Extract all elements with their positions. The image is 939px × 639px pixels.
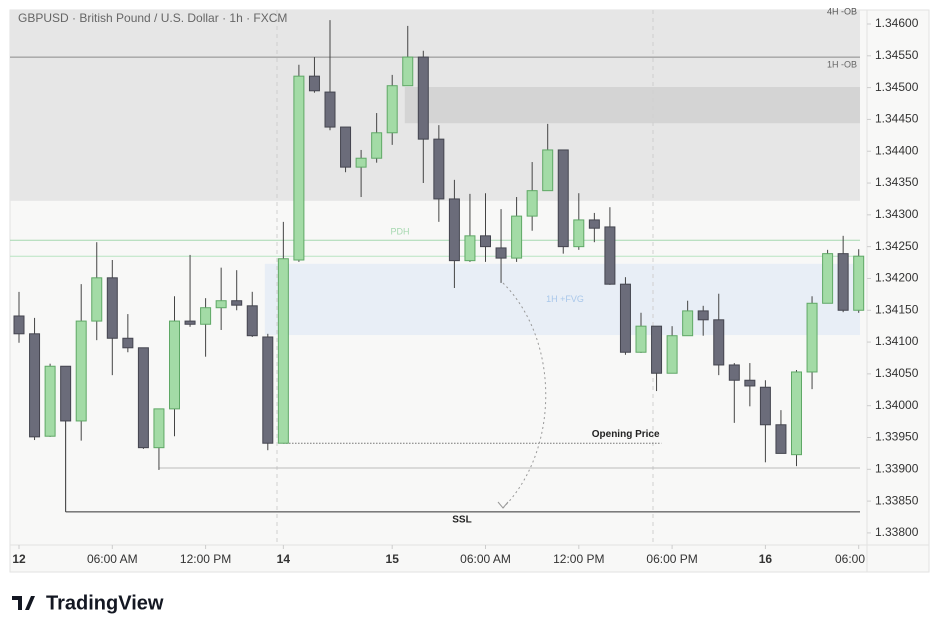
candle-body	[448, 198, 460, 262]
y-tick-label: 1.34250	[875, 239, 919, 253]
candle-body	[635, 325, 647, 353]
y-tick-label: 1.34350	[875, 175, 919, 189]
candle-body	[91, 277, 103, 322]
y-tick-label: 1.34000	[875, 398, 919, 412]
candle-body	[573, 219, 585, 248]
candles	[13, 20, 865, 470]
level-label: 1H -OB	[827, 59, 857, 69]
candle-body	[464, 235, 476, 262]
y-tick-label: 1.34150	[875, 302, 919, 316]
candle-body	[542, 149, 554, 192]
candle-body	[511, 215, 523, 259]
candle-body	[480, 235, 491, 248]
candle-body	[588, 219, 600, 229]
chart-title: GBPUSD · British Pound / U.S. Dollar · 1…	[18, 11, 287, 25]
candle-body	[557, 149, 569, 248]
candle-body	[697, 310, 709, 321]
candle-body	[75, 320, 87, 422]
x-tick-label: 12:00 PM	[553, 552, 604, 566]
y-tick-label: 1.33850	[875, 493, 919, 507]
candle-body	[277, 258, 289, 444]
candle-body	[262, 336, 274, 444]
zone-label: 1H +FVG	[546, 294, 584, 304]
candle-body	[169, 320, 180, 410]
candle-body	[231, 300, 243, 306]
y-tick-label: 1.34450	[875, 112, 919, 126]
candle-body	[791, 371, 802, 456]
candle-body	[386, 85, 398, 134]
candle-body	[666, 335, 678, 374]
candle-body	[13, 315, 25, 335]
candle-body	[60, 365, 72, 422]
x-tick-label: 06:00 PM	[646, 552, 697, 566]
brand-logo: TradingView	[12, 592, 164, 614]
candle-body	[215, 300, 227, 309]
candle-body	[837, 253, 849, 311]
zone	[404, 86, 860, 124]
candle-body	[200, 307, 212, 325]
x-tick-label: 16	[759, 552, 773, 566]
candle-body	[402, 56, 414, 87]
brand-icon	[12, 596, 35, 610]
x-tick-label: 14	[277, 552, 291, 566]
y-tick-label: 1.34400	[875, 143, 919, 157]
y-tick-label: 1.34500	[875, 80, 919, 94]
candle-body	[246, 305, 258, 337]
level-label: SSL	[452, 515, 471, 526]
candle-body	[137, 347, 149, 449]
candle-body	[308, 75, 320, 92]
candle-body	[184, 320, 196, 325]
projection-arrow	[502, 282, 547, 509]
arrow-head	[497, 501, 509, 509]
y-tick-label: 1.33900	[875, 461, 919, 475]
x-tick-label: 12:00 PM	[180, 552, 231, 566]
y-tick-label: 1.34600	[875, 16, 919, 30]
x-tick-label: 15	[386, 552, 400, 566]
candle-body	[153, 408, 165, 449]
x-tick-label: 06:00 AM	[460, 552, 511, 566]
levels: 1H -OB PDH Opening Price SSL	[10, 56, 860, 526]
candle-body	[759, 386, 771, 426]
candle-body	[651, 325, 663, 374]
y-tick-label: 1.34550	[875, 48, 919, 62]
candle-body	[293, 75, 305, 261]
y-tick-label: 1.33950	[875, 430, 919, 444]
candle-body	[806, 302, 818, 373]
x-tick-label: 12	[12, 552, 26, 566]
candle-body	[682, 310, 694, 337]
candle-body	[340, 126, 352, 168]
y-tick-label: 1.33800	[875, 525, 919, 539]
y-tick-label: 1.34050	[875, 366, 919, 380]
zone	[264, 263, 860, 336]
candle-body	[853, 255, 865, 311]
level-label: Opening Price	[592, 429, 660, 440]
candle-body	[526, 190, 538, 217]
candle-body	[44, 365, 56, 437]
candle-body	[619, 283, 631, 353]
x-tick-label: 06:00	[835, 552, 865, 566]
brand-name: TradingView	[46, 592, 164, 614]
candle-body	[822, 253, 834, 304]
candle-body	[604, 226, 616, 285]
y-tick-label: 1.34200	[875, 271, 919, 285]
candle-body	[495, 247, 507, 259]
candle-body	[324, 91, 336, 128]
candle-body	[355, 157, 367, 168]
x-tick-label: 06:00 AM	[87, 552, 138, 566]
candle-body	[106, 277, 118, 339]
candle-body	[728, 364, 740, 381]
candle-body	[122, 337, 134, 349]
candle-body	[744, 379, 756, 387]
candle-body	[371, 132, 383, 159]
y-tick-label: 1.34300	[875, 207, 919, 221]
candle-body	[713, 319, 725, 366]
candle-body	[775, 424, 787, 454]
candle-body	[417, 56, 429, 140]
zone-label: 4H -OB	[827, 6, 857, 16]
y-tick-label: 1.34100	[875, 334, 919, 348]
level-label: PDH	[390, 227, 409, 237]
candle-body	[29, 333, 41, 438]
candle-body	[433, 138, 445, 200]
